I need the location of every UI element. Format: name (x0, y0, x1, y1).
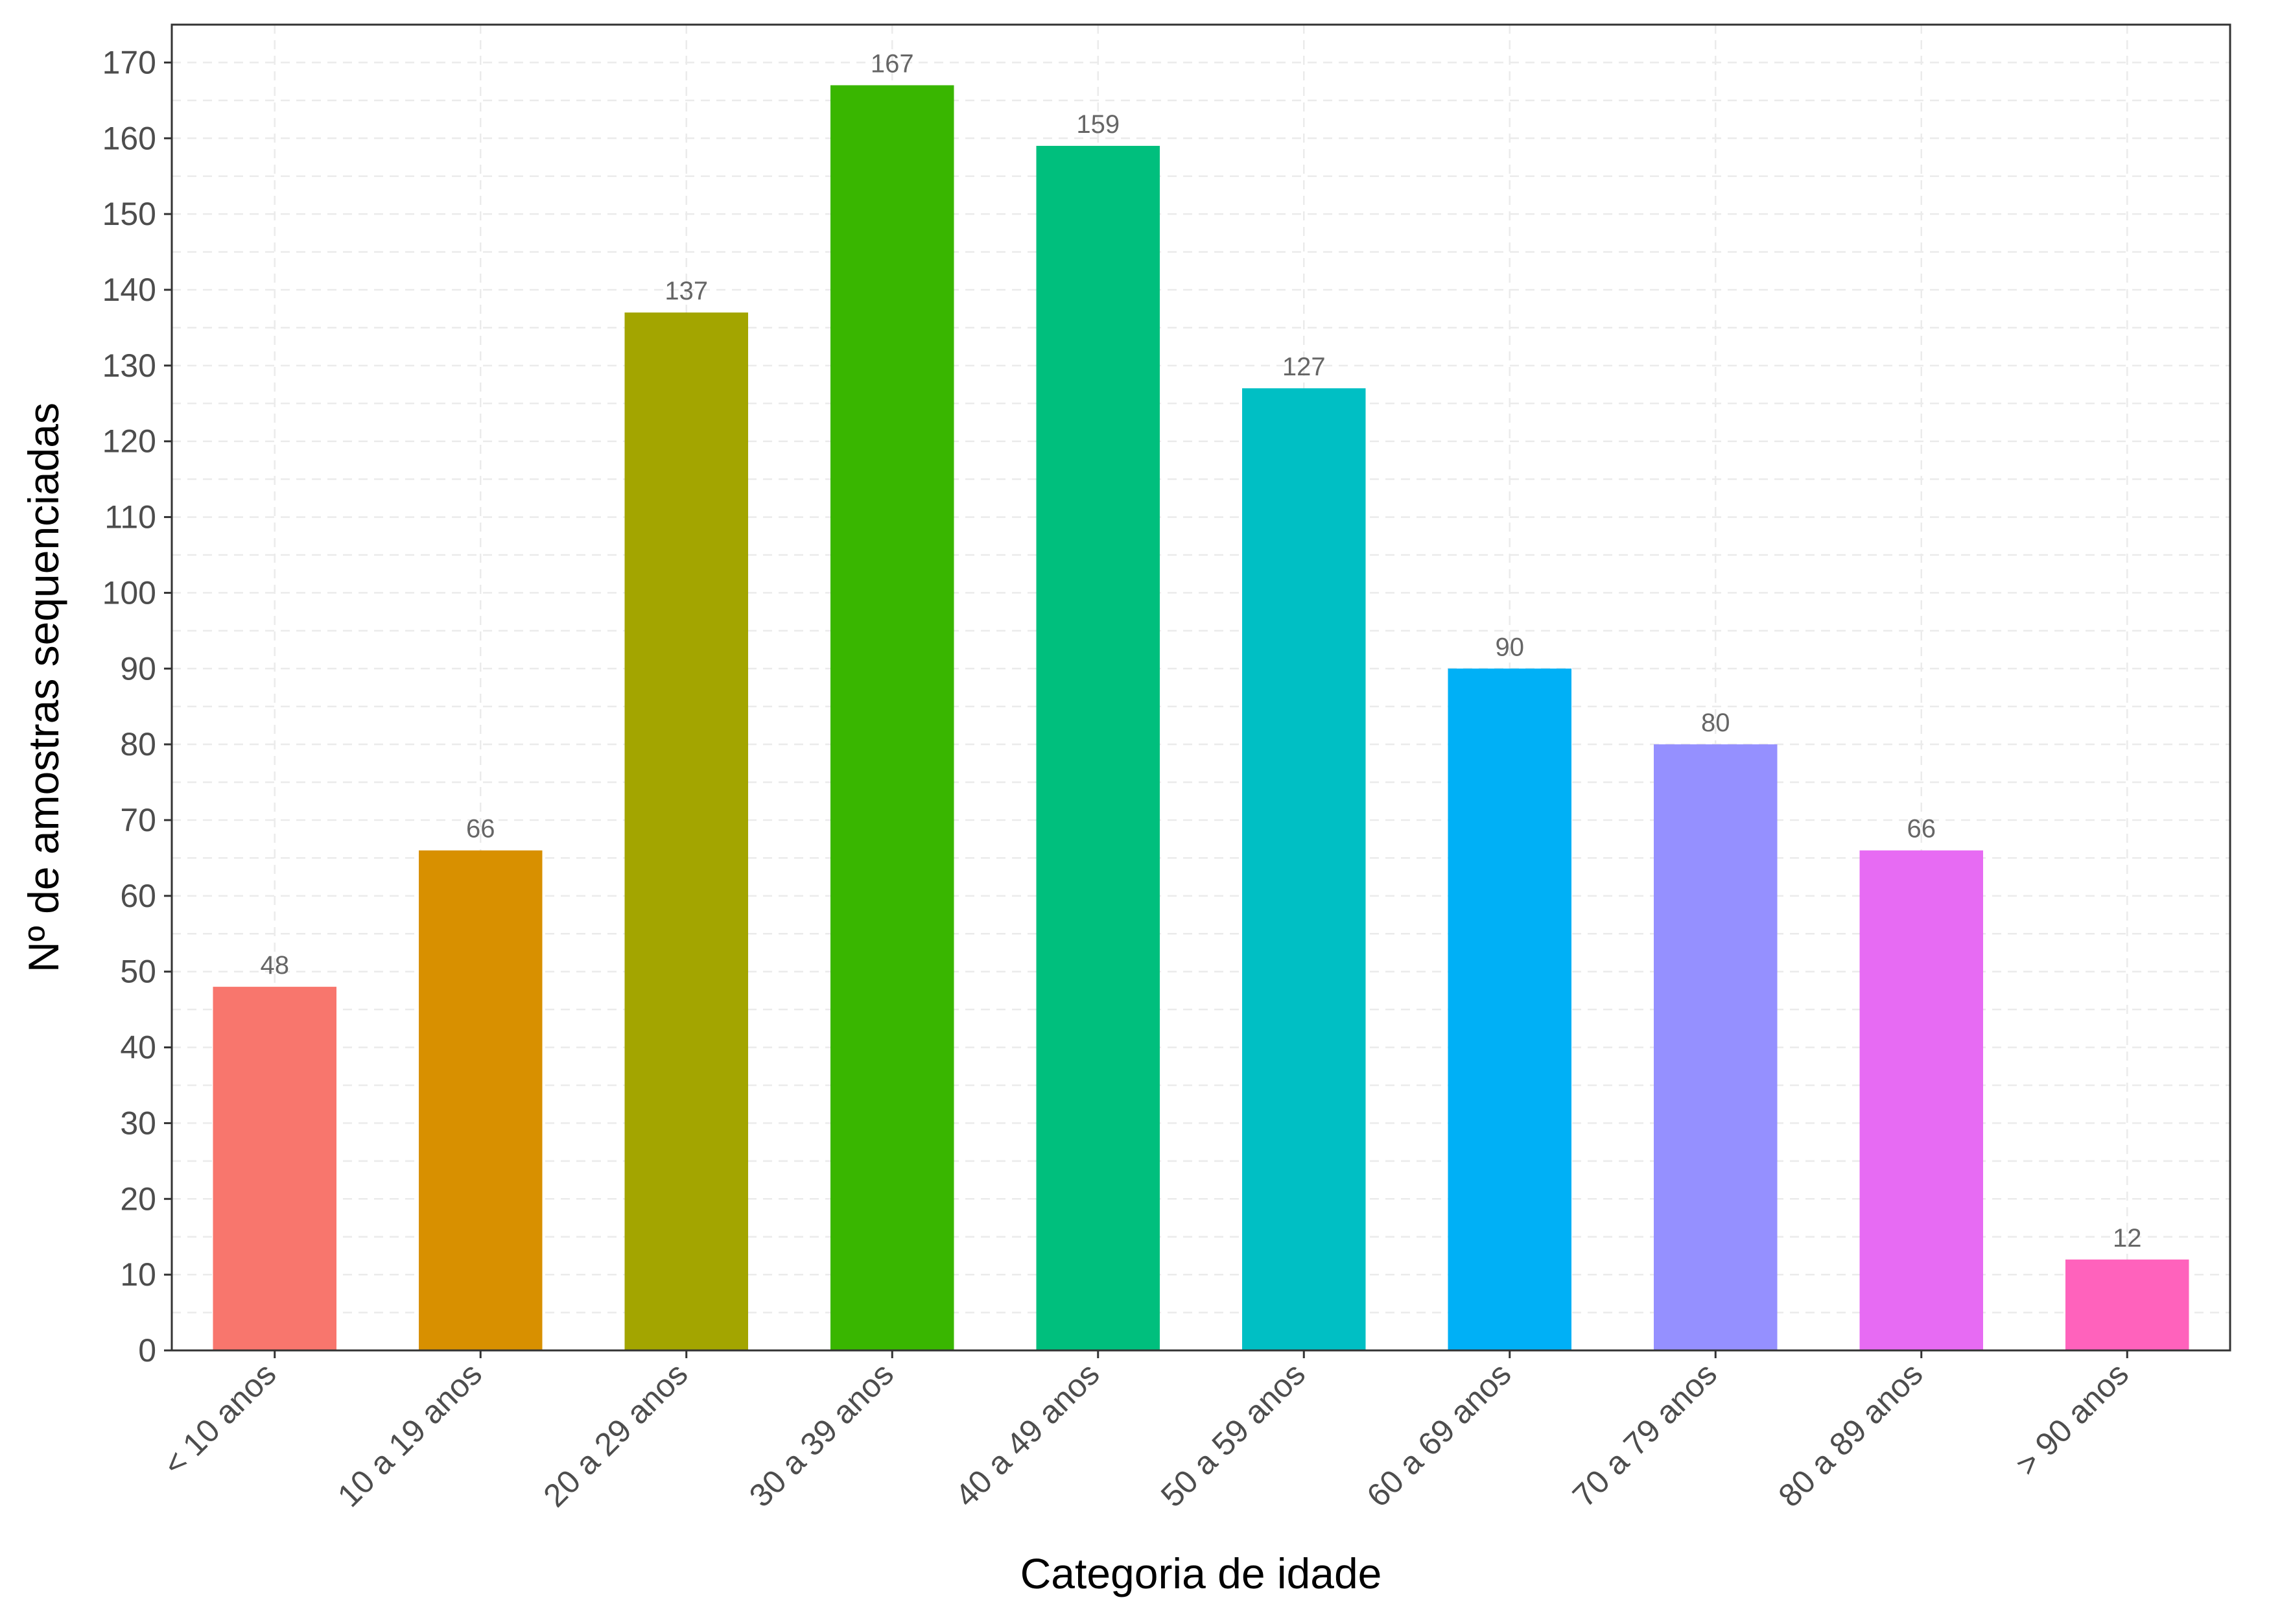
x-tick-label: 80 a 89 anos (1771, 1356, 1929, 1514)
bar (1859, 850, 1983, 1350)
x-axis: < 10 anos 10 a 19 anos 20 a 29 anos 30 a 39… (156, 1350, 2135, 1514)
x-tick-label: 20 a 29 anos (536, 1356, 694, 1514)
bar (419, 850, 543, 1350)
x-axis-title: Categoria de idade (1020, 1549, 1382, 1597)
bar (2065, 1259, 2189, 1350)
bar (1654, 744, 1778, 1350)
bar-value-label: 167 (871, 49, 914, 78)
x-tick-label: 40 a 49 anos (948, 1356, 1106, 1514)
x-tick-label: 30 a 39 anos (742, 1356, 900, 1514)
y-tick-label: 170 (102, 44, 156, 80)
y-tick-label: 30 (120, 1105, 156, 1141)
y-axis: 0 10 20 30 40 50 60 70 80 90 100 110 120 130 140 150 160… (102, 44, 172, 1369)
bar-value-label: 90 (1496, 633, 1525, 661)
y-tick-label: 0 (138, 1332, 156, 1369)
y-tick-label: 140 (102, 272, 156, 308)
x-tick-label: 10 a 19 anos (331, 1356, 489, 1514)
y-tick-label: 10 (120, 1256, 156, 1293)
bar (624, 312, 748, 1350)
y-axis-title: Nº de amostras sequenciadas (19, 403, 67, 972)
bar-value-label: 66 (1907, 815, 1936, 843)
y-tick-label: 20 (120, 1181, 156, 1217)
x-tick-label: 70 a 79 anos (1566, 1356, 1724, 1514)
x-tick-label: < 10 anos (156, 1356, 283, 1483)
y-tick-label: 60 (120, 878, 156, 914)
y-tick-label: 120 (102, 423, 156, 460)
y-tick-label: 80 (120, 726, 156, 762)
y-tick-label: 150 (102, 196, 156, 232)
bar-value-label: 127 (1282, 353, 1326, 381)
bar (1242, 388, 1366, 1350)
y-tick-label: 50 (120, 954, 156, 990)
x-tick-label: 60 a 69 anos (1359, 1356, 1518, 1514)
bar (213, 987, 336, 1350)
bar-value-label: 159 (1076, 110, 1120, 139)
bar-value-label: 80 (1701, 709, 1730, 737)
plot-panel-border (170, 23, 2231, 1352)
bars (213, 85, 2189, 1350)
y-tick-label: 90 (120, 650, 156, 687)
x-tick-label: 50 a 59 anos (1154, 1356, 1312, 1514)
y-tick-label: 130 (102, 347, 156, 384)
x-tick-label: > 90 anos (2008, 1356, 2135, 1483)
y-tick-label: 40 (120, 1030, 156, 1066)
bar-value-label: 48 (261, 951, 290, 980)
bar-value-label: 12 (2113, 1224, 2142, 1253)
y-tick-label: 70 (120, 802, 156, 838)
bar-value-label: 137 (664, 277, 708, 305)
bar-value-labels: 48 66 137 167 159 127 90 80 66 12 (261, 49, 2142, 1252)
bar (1036, 145, 1160, 1350)
bar (1448, 668, 1571, 1350)
y-tick-label: 110 (104, 499, 156, 535)
bar (830, 85, 954, 1350)
bar-value-label: 66 (466, 815, 495, 843)
y-tick-label: 100 (102, 574, 156, 611)
y-tick-label: 160 (102, 120, 156, 156)
